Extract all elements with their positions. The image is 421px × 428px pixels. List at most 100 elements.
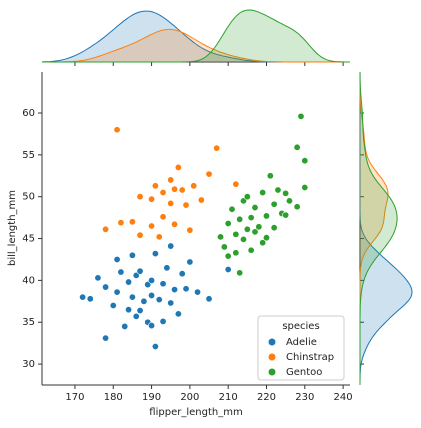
legend-label: Adelie bbox=[286, 337, 317, 348]
point bbox=[113, 126, 121, 134]
point bbox=[240, 235, 248, 243]
point bbox=[259, 239, 267, 247]
point bbox=[109, 301, 117, 309]
point bbox=[262, 234, 270, 242]
point bbox=[182, 201, 190, 209]
point bbox=[255, 223, 263, 231]
legend-marker bbox=[268, 353, 276, 361]
point bbox=[148, 195, 156, 203]
point bbox=[270, 224, 278, 232]
point bbox=[102, 283, 110, 291]
point bbox=[236, 215, 244, 223]
point bbox=[205, 170, 213, 178]
y-tick-label: 60 bbox=[22, 108, 35, 119]
point bbox=[102, 334, 110, 342]
point bbox=[251, 204, 259, 212]
point bbox=[262, 212, 270, 220]
point bbox=[148, 322, 156, 330]
point bbox=[224, 252, 232, 260]
legend-marker bbox=[268, 338, 276, 346]
point bbox=[151, 250, 159, 258]
point bbox=[140, 297, 148, 305]
marginal-x-kde-line bbox=[42, 28, 350, 63]
point bbox=[186, 258, 194, 266]
point bbox=[293, 143, 301, 151]
point bbox=[128, 251, 136, 259]
point bbox=[266, 172, 274, 180]
y-axis-label: bill_length_mm bbox=[7, 190, 18, 266]
point bbox=[125, 306, 133, 314]
point bbox=[236, 269, 244, 277]
point bbox=[190, 182, 198, 190]
y-tick-label: 45 bbox=[22, 234, 35, 245]
marginal-x-kde-line bbox=[42, 9, 350, 63]
point bbox=[224, 266, 232, 274]
point bbox=[224, 219, 232, 227]
point bbox=[247, 246, 255, 254]
y-tick-label: 40 bbox=[22, 275, 35, 286]
point bbox=[228, 205, 236, 213]
point bbox=[159, 189, 167, 197]
point bbox=[94, 274, 102, 282]
point bbox=[270, 200, 278, 208]
point bbox=[113, 288, 121, 296]
point bbox=[148, 291, 156, 299]
x-axis-label: flipper_length_mm bbox=[149, 407, 242, 418]
point bbox=[232, 230, 240, 238]
point bbox=[151, 182, 159, 190]
marginal-x-kde bbox=[42, 10, 350, 62]
point bbox=[132, 312, 140, 320]
point bbox=[182, 285, 190, 293]
point bbox=[213, 144, 221, 152]
point bbox=[217, 233, 225, 241]
marginal-y-kde-line bbox=[359, 71, 398, 385]
point bbox=[86, 295, 94, 303]
point bbox=[186, 226, 194, 234]
x-tick-label: 180 bbox=[104, 392, 123, 403]
point bbox=[136, 193, 144, 201]
marginal-x-kde bbox=[42, 29, 350, 62]
point bbox=[159, 317, 167, 325]
point bbox=[136, 307, 144, 315]
point bbox=[171, 286, 179, 294]
point bbox=[159, 280, 167, 288]
point bbox=[121, 322, 129, 330]
point bbox=[151, 343, 159, 351]
point bbox=[178, 186, 186, 194]
point bbox=[163, 264, 171, 272]
x-tick-label: 170 bbox=[65, 392, 84, 403]
x-tick-label: 210 bbox=[219, 392, 238, 403]
point bbox=[159, 213, 167, 221]
point bbox=[285, 197, 293, 205]
point bbox=[155, 233, 163, 241]
point bbox=[125, 278, 133, 286]
x-tick-label: 190 bbox=[142, 392, 161, 403]
x-tick-label: 230 bbox=[295, 392, 314, 403]
point bbox=[194, 288, 202, 296]
point bbox=[148, 222, 156, 230]
point bbox=[148, 276, 156, 284]
point bbox=[297, 112, 305, 120]
point bbox=[178, 270, 186, 278]
point bbox=[167, 199, 175, 207]
point bbox=[243, 193, 251, 201]
point bbox=[282, 189, 290, 197]
point bbox=[128, 218, 136, 226]
legend-marker bbox=[268, 368, 276, 376]
point bbox=[174, 163, 182, 171]
point bbox=[232, 180, 240, 188]
point bbox=[167, 299, 175, 307]
y-tick-label: 30 bbox=[22, 359, 35, 370]
point bbox=[117, 219, 125, 227]
point bbox=[274, 186, 282, 194]
point bbox=[251, 228, 259, 236]
point bbox=[301, 183, 309, 191]
point bbox=[243, 225, 251, 233]
point bbox=[102, 225, 110, 233]
point bbox=[282, 211, 290, 219]
point bbox=[232, 249, 240, 257]
point bbox=[136, 267, 144, 275]
point bbox=[171, 220, 179, 228]
point bbox=[259, 189, 267, 197]
